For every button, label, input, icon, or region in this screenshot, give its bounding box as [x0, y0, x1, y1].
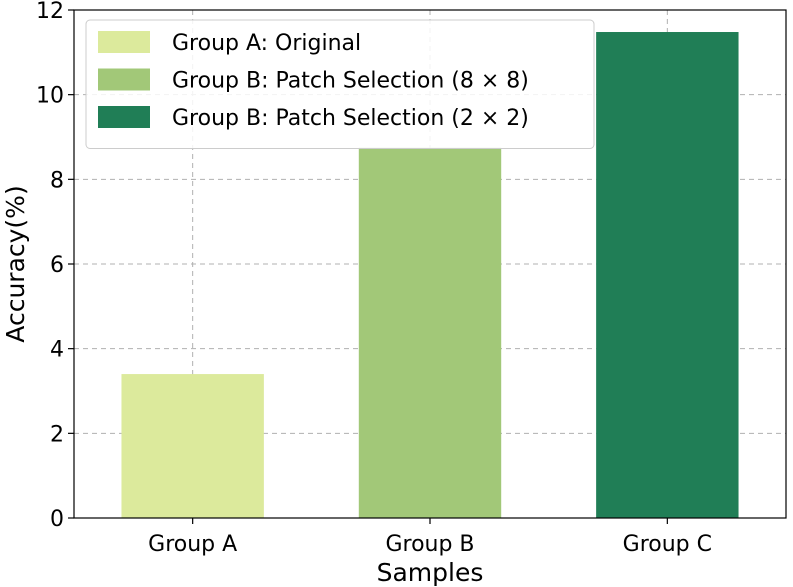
legend: Group A: Original Group B: Patch Selectio…: [85, 19, 595, 149]
y-tick-label: 6: [50, 253, 64, 278]
legend-swatch: [98, 31, 150, 53]
legend-swatch: [98, 68, 150, 91]
x-tick-label: Group C: [623, 532, 712, 557]
legend-swatch: [98, 106, 150, 128]
legend-label: Group B: Patch Selection (2 × 2): [172, 106, 529, 131]
bar-group-a: [121, 374, 264, 518]
legend-label: Group A: Original: [172, 31, 361, 56]
y-tick-label: 8: [50, 168, 64, 193]
x-tick-label: Group A: [148, 532, 237, 557]
bars: [121, 32, 739, 519]
y-tick-label: 4: [50, 338, 64, 363]
y-tick-label: 0: [50, 507, 64, 532]
x-axis: Group A Group B Group C: [148, 518, 712, 557]
y-tick-label: 10: [36, 84, 64, 109]
y-tick-label: 12: [36, 0, 64, 24]
y-tick-label: 2: [50, 422, 64, 447]
x-axis-title: Samples: [377, 558, 484, 587]
legend-box: [85, 19, 595, 149]
legend-label: Group B: Patch Selection (8 × 8): [172, 69, 529, 94]
bar-group-b: [358, 147, 502, 519]
y-axis-title: Accuracy(%): [1, 185, 30, 342]
bar-group-c: [596, 32, 739, 518]
y-axis: 0 2 4 6 8 10 12: [36, 0, 74, 532]
x-tick-label: Group B: [385, 532, 474, 557]
